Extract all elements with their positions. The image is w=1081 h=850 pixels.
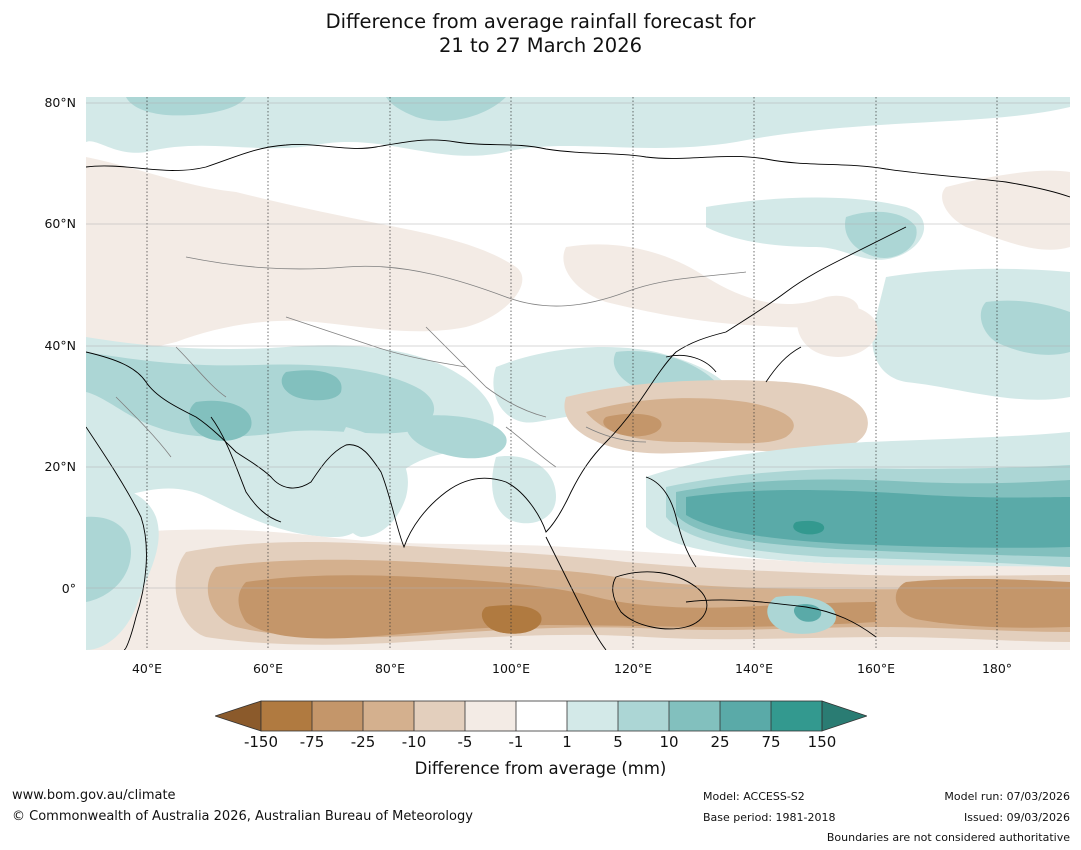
chart-title: Difference from average rainfall forecas… — [0, 10, 1081, 58]
latitude-label-equator: 0° — [61, 581, 76, 596]
anomaly-region-eurasia-dry — [86, 157, 523, 362]
colorbar-tick: 1 — [562, 733, 572, 751]
footer-issued: Issued: 09/03/2026 — [963, 811, 1070, 824]
anomaly-region-equator-dry-5 — [481, 605, 542, 634]
longitude-label-180: 180° — [981, 661, 1013, 676]
anomaly-region-tibet-wet — [405, 415, 507, 459]
colorbar-bin-minus1-1 — [516, 701, 567, 731]
colorbar-tick: -150 — [243, 733, 279, 751]
anomaly-region-eastafrica-wet-2 — [86, 516, 131, 602]
footer-model: Model: ACCESS-S2 — [703, 790, 805, 803]
colorbar-bin-minus75-minus25 — [312, 701, 363, 731]
colorbar-tick: -5 — [457, 733, 473, 751]
footer-model-run: Model run: 07/03/2026 — [944, 790, 1070, 803]
anomaly-region-arctic-wet — [86, 97, 1070, 156]
anomaly-region-eastsiberia-dry — [942, 170, 1070, 250]
anomaly-region-equator-dry-4 — [238, 575, 876, 639]
colorbar-tick: -25 — [350, 733, 376, 751]
title-line-2: 21 to 27 March 2026 — [438, 34, 643, 57]
map-canvas — [86, 97, 1070, 650]
colorbar-bin-minus25-minus10 — [363, 701, 414, 731]
colorbar-tick: 150 — [807, 733, 837, 751]
footer-disclaimer: Boundaries are not considered authoritat… — [826, 831, 1070, 844]
anomaly-region-mideast-wet-3 — [189, 370, 342, 441]
anomaly-region-india-wet — [334, 427, 408, 537]
legend-colorbar — [215, 700, 867, 732]
anomaly-region-wpacific-wet-5 — [793, 520, 825, 535]
anomaly-region-npacific-wet-2 — [980, 300, 1070, 355]
longitude-label-60e: 60°E — [252, 661, 284, 676]
colorbar-tick: -75 — [299, 733, 325, 751]
anomaly-region-wpacific-wet-4 — [686, 490, 1070, 548]
colorbar-bin-1-5 — [567, 701, 618, 731]
rainfall-difference-map — [86, 97, 1070, 650]
title-line-1: Difference from average rainfall forecas… — [325, 10, 756, 33]
anomaly-region-indochina-wet — [492, 456, 556, 524]
latitude-label-60n: 60°N — [44, 216, 76, 231]
colorbar-extend-high — [821, 700, 867, 732]
colorbar-bin-5-10 — [618, 701, 669, 731]
longitude-label-140e: 140°E — [734, 661, 774, 676]
latitude-gridlines — [86, 102, 1070, 589]
latitude-label-40n: 40°N — [44, 338, 76, 353]
anomaly-region-okhotsk-wet-2 — [845, 211, 917, 258]
colorbar-tick: 5 — [613, 733, 623, 751]
colorbar-bin-25-75 — [720, 701, 771, 731]
longitude-label-160e: 160°E — [856, 661, 896, 676]
anomaly-region-mideast-wet-2 — [86, 352, 435, 437]
anomaly-region-npacific-dry — [797, 303, 878, 357]
anomaly-region-cpacific-dry — [895, 578, 1070, 628]
colorbar-tick: -1 — [508, 733, 524, 751]
colorbar-bin-minus10-minus5 — [414, 701, 465, 731]
anomaly-region-eastchina-dry-3 — [603, 413, 662, 437]
colorbar-tick: 10 — [659, 733, 679, 751]
longitude-gridlines — [146, 97, 998, 650]
footer-url: www.bom.gov.au/climate — [12, 788, 176, 803]
colorbar-tick: 75 — [761, 733, 781, 751]
longitude-label-120e: 120°E — [613, 661, 653, 676]
colorbar-bin-minus150-minus75 — [261, 701, 312, 731]
anomaly-region-siberia-dry — [563, 244, 859, 328]
colorbar-extend-low — [215, 700, 262, 732]
colorbar-bin-75-150 — [771, 701, 822, 731]
latitude-label-80n: 80°N — [44, 95, 76, 110]
colorbar-bin-minus5-minus1 — [465, 701, 516, 731]
colorbar-bin-10-25 — [669, 701, 720, 731]
colorbar-tick: -10 — [401, 733, 427, 751]
latitude-label-20n: 20°N — [44, 459, 76, 474]
longitude-label-100e: 100°E — [491, 661, 531, 676]
longitude-label-80e: 80°E — [374, 661, 406, 676]
legend-title: Difference from average (mm) — [414, 759, 667, 778]
colorbar-tick: 25 — [710, 733, 730, 751]
footer-base-period: Base period: 1981-2018 — [703, 811, 836, 824]
footer-copyright: © Commonwealth of Australia 2026, Austra… — [12, 809, 473, 824]
longitude-label-40e: 40°E — [131, 661, 163, 676]
country-boundaries — [115, 256, 747, 468]
